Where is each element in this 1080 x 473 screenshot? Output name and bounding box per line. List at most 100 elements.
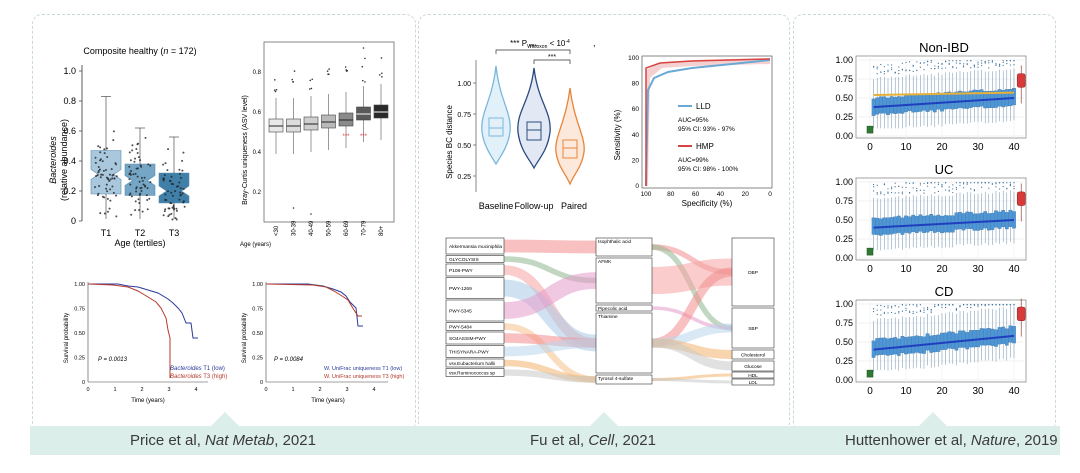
braycurtis-age-boxplot: Bray-Curtis uniqueness (ASV level) 0.2 0.… (240, 41, 395, 248)
hutt-xtick: 10 (900, 142, 912, 153)
surv-xtick: 4 (372, 387, 375, 393)
boxplot-ytick: 0.4 (63, 156, 76, 166)
boxplot-title: Composite healthy (n = 172) (83, 46, 196, 56)
surv2-ylabel: Survival probability (242, 313, 248, 363)
hutt-xtick: 40 (1008, 386, 1020, 397)
hutt-xtick: 20 (936, 386, 948, 397)
sankey-left-node (445, 255, 505, 263)
hutt-panel-uc: UC 0.00 0.25 0.50 0.75 1.00 0 10 20 30 40 (835, 162, 1027, 275)
roc-ylabel: Sensitivity (%) (613, 109, 622, 160)
hutt-xtick: 40 (1008, 264, 1020, 275)
sankey-mid-label: Thiamine (598, 314, 618, 320)
surv1-ylabel: Survival probability (64, 313, 70, 363)
surv-ytick: 1.00 (252, 282, 263, 288)
sankey-right-label: Glucose (744, 364, 762, 370)
boxplot-ytick: 0.8 (63, 96, 76, 106)
sankey-mid-label: Tyrosol 4-sulfate (598, 376, 634, 382)
violin-followup (517, 67, 551, 170)
sankey-mid-node (595, 257, 653, 304)
violin-sig-title: *** PWilcoxon < 10-4 (510, 39, 570, 50)
sankey-left-node (445, 299, 505, 322)
boxplot-xtick-t1: T1 (101, 228, 112, 238)
hutt-green-box (866, 247, 874, 256)
pointer-hutt (919, 412, 947, 426)
bc-ytick: 0.4 (253, 150, 262, 156)
hutt-ytick: 0.25 (835, 234, 853, 244)
hutt-panel-cd: CD 0.00 0.25 0.50 0.75 1.00 0 10 20 30 40 (835, 284, 1027, 397)
boxplot-box-t3 (158, 172, 190, 204)
sankey-right-label: LDL (749, 380, 758, 386)
hutt-green-box (866, 125, 874, 134)
roc-xtick: 60 (692, 191, 700, 198)
bc-ytick: 0.6 (253, 110, 262, 116)
boxplot-ylabel-italic: Bacteroides (48, 136, 58, 184)
sankey-mid-node (595, 312, 653, 374)
hutt-ytick: 0.75 (835, 74, 853, 84)
sankey-left-node (445, 345, 505, 358)
sankey-left-node (445, 331, 505, 345)
boxplot-ytick: 0 (71, 216, 76, 226)
sankey-right-node (731, 360, 775, 372)
roc-xtick: 80 (667, 191, 675, 198)
surv2-legend-t1: W. UniFrac uniqueness T1 (low) (324, 366, 402, 372)
boxplot-ytick: 0.6 (63, 126, 76, 136)
sankey-right-node (731, 307, 775, 349)
sankey-left-label: PWY-5345 (449, 309, 472, 315)
surv-ytick: 0.75 (74, 307, 85, 313)
violin-stars-2: *** (548, 54, 556, 61)
roc-ytick: 20 (632, 157, 640, 164)
hutt-xtick: 20 (936, 264, 948, 275)
violin-xlabel-followup: Follow-up (514, 201, 553, 211)
hutt-ytick: 0.50 (835, 93, 853, 103)
violin-baseline (481, 65, 511, 166)
surv1-xlabel: Time (years) (131, 398, 164, 404)
hutt-xtick: 30 (972, 264, 984, 275)
violin-xlabel-paired: Paired (561, 201, 587, 211)
roc-xtick: 40 (717, 191, 725, 198)
bc-xtick: 30-39 (292, 220, 298, 236)
surv1-pvalue: P = 0.0013 (98, 357, 128, 363)
roc-lld-curve (645, 59, 771, 187)
bc-xtick: 60-69 (344, 220, 350, 236)
sankey-mid-node (595, 237, 653, 257)
bc-star-7079: *** (360, 134, 368, 140)
boxplot-xtick-t3: T3 (169, 228, 180, 238)
violin-ytick: 0.50 (457, 143, 471, 150)
sankey-mid-label: Isophthalic acid (598, 239, 631, 245)
sankey-left-label: vsv.Ruminococcus sp (449, 371, 495, 377)
hutt-xtick: 10 (900, 386, 912, 397)
roc-xtick: 0 (768, 191, 772, 198)
boxplot-ylabel: (relative abundance) (59, 119, 69, 201)
sankey-left-label: P108-PWY (449, 268, 474, 274)
hutt-ytick: 0.00 (835, 375, 853, 385)
hutt-xtick: 20 (936, 142, 948, 153)
violin-ytick: 1.00 (457, 81, 471, 88)
bc-xlabel: Age (years) (240, 242, 271, 248)
surv-xtick: 3 (167, 387, 170, 393)
sankey-left-label: SO4ASSIM-PWY (449, 336, 487, 342)
hutt-red-box (1016, 73, 1026, 88)
hutt-ytick: 0.50 (835, 215, 853, 225)
violin-paired-box (562, 139, 578, 159)
hutt-ytick: 0.50 (835, 337, 853, 347)
roc-xtick: 20 (742, 191, 750, 198)
violin-comma: , (593, 38, 596, 48)
violin-stars-1: *** (529, 44, 537, 51)
hutt-ytick: 1.00 (835, 55, 853, 65)
bc-xtick: 80+ (379, 225, 385, 236)
sankey-left-node (445, 358, 505, 368)
roc-ytick: 0 (635, 183, 639, 190)
hutt-xtick: 0 (867, 386, 873, 397)
hutt-xtick: 0 (867, 142, 873, 153)
caption-hutt: Huttenhower et al, Nature, 2019 (845, 432, 1058, 449)
hutt-ytick: 0.75 (835, 318, 853, 328)
hutt-xtick: 30 (972, 142, 984, 153)
survival-plot-unifrac: Survival probability 0 0.25 0.50 0.75 1.00 0 1… (242, 282, 404, 404)
surv1-legend-t1: Bacteroides T1 (low) (170, 366, 225, 372)
roc-lld-ci: 95% CI: 93% - 97% (678, 126, 735, 133)
roc-ytick: 100 (628, 55, 639, 62)
roc-ytick: 40 (632, 132, 640, 139)
surv-xtick: 0 (264, 387, 267, 393)
roc-ytick: 80 (632, 81, 640, 88)
surv-xtick: 2 (140, 387, 143, 393)
